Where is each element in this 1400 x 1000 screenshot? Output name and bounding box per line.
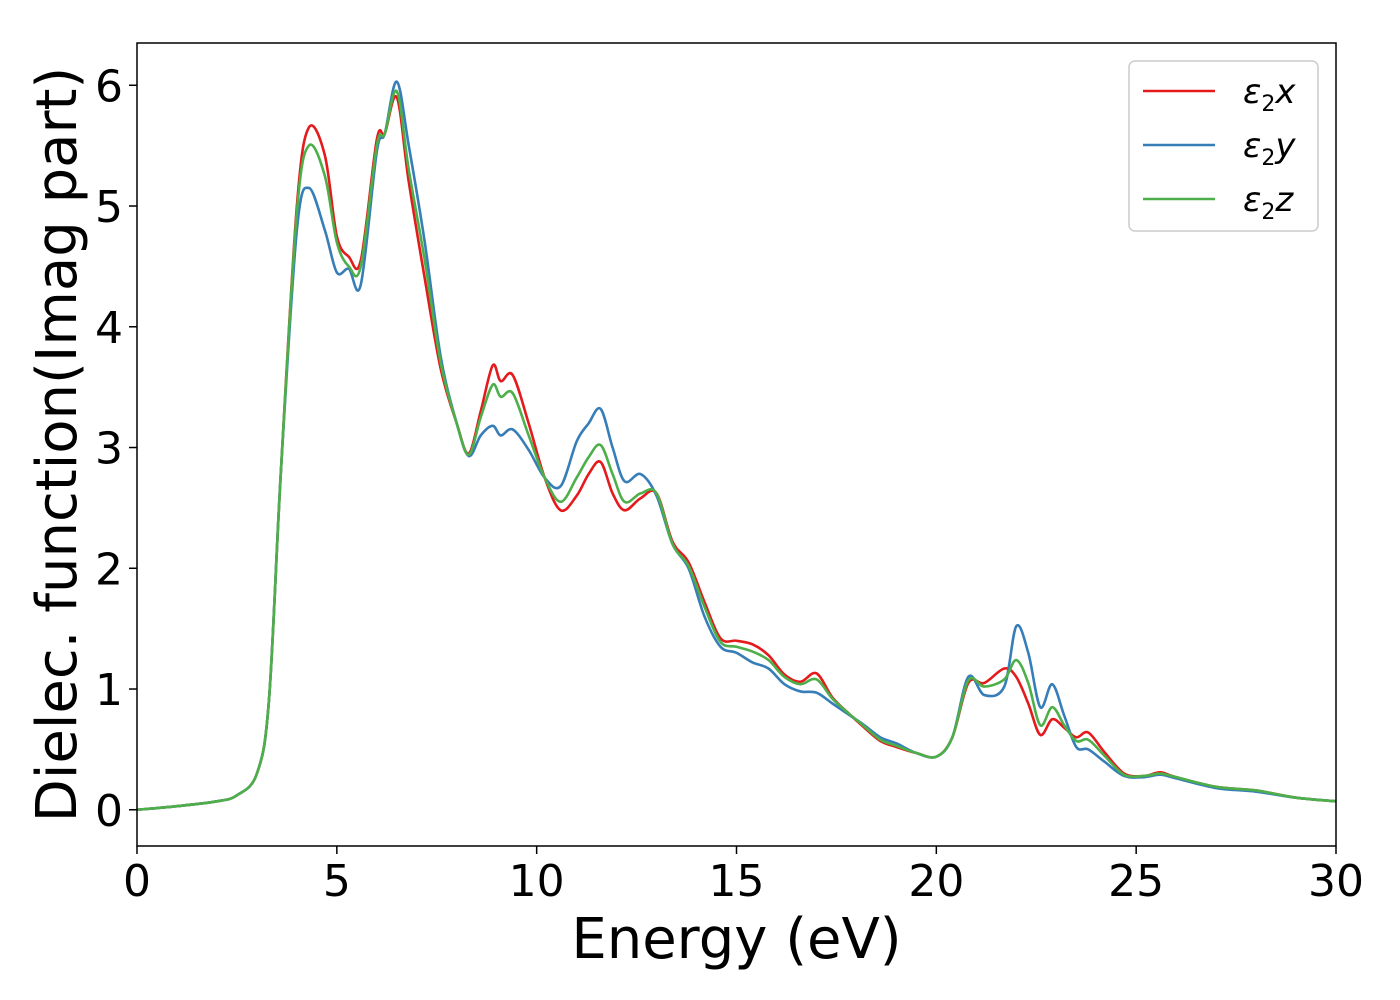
x-tick-label: 25 bbox=[1108, 856, 1164, 907]
y-tick-label: 0 bbox=[95, 786, 123, 837]
series-layer bbox=[136, 80, 1337, 812]
x-tick-label: 0 bbox=[123, 856, 151, 907]
y-tick-label: 3 bbox=[95, 424, 123, 475]
y-tick-label: 5 bbox=[95, 182, 123, 233]
legend-subscript: 2 bbox=[1261, 200, 1275, 225]
y-tick-label: 1 bbox=[95, 665, 123, 716]
x-axis-ticks: 0 5 10 15 20 25 30 bbox=[123, 846, 1364, 907]
legend-subscript: 2 bbox=[1261, 146, 1275, 171]
legend-series-name: x bbox=[1274, 72, 1296, 112]
legend-epsilon: ε bbox=[1243, 180, 1261, 220]
legend-box bbox=[1128, 60, 1319, 232]
x-tick-label: 30 bbox=[1308, 856, 1364, 907]
series-line-z bbox=[136, 89, 1337, 812]
legend-label-z: ε2z bbox=[1243, 180, 1294, 225]
x-tick-label: 10 bbox=[509, 856, 565, 907]
x-tick-label: 5 bbox=[323, 856, 351, 907]
y-tick-label: 4 bbox=[95, 303, 123, 354]
legend-series-name: z bbox=[1274, 180, 1294, 220]
legend-epsilon: ε bbox=[1243, 72, 1261, 112]
y-axis-title: Dielec. function(Imag part) bbox=[25, 67, 90, 823]
x-axis-title: Energy (eV) bbox=[571, 907, 901, 972]
y-tick-label: 6 bbox=[95, 61, 123, 112]
x-tick-label: 20 bbox=[908, 856, 964, 907]
x-tick-label: 15 bbox=[709, 856, 765, 907]
legend-epsilon: ε bbox=[1243, 126, 1261, 166]
legend-series-name: y bbox=[1274, 126, 1296, 166]
y-axis-ticks: 0 1 2 3 4 5 6 bbox=[95, 61, 137, 837]
legend-subscript: 2 bbox=[1261, 92, 1275, 117]
y-tick-label: 2 bbox=[95, 544, 123, 595]
legend-label-y: ε2y bbox=[1243, 126, 1296, 171]
legend-label-x: ε2x bbox=[1243, 72, 1296, 117]
